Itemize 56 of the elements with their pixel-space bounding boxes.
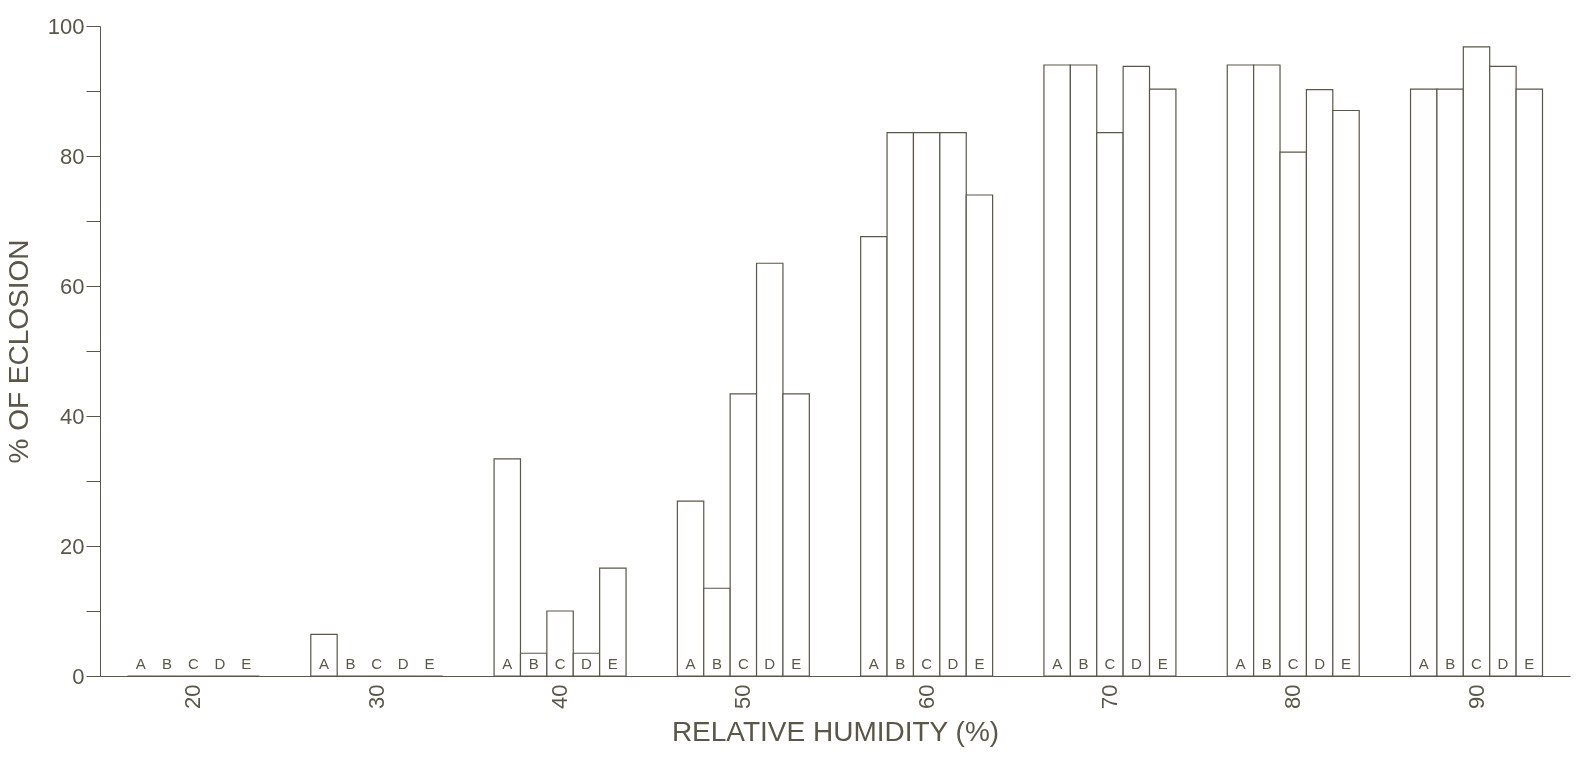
y-tick-label: 80 bbox=[60, 143, 85, 169]
text: C bbox=[921, 655, 933, 672]
series-label: E bbox=[607, 655, 618, 672]
text: A bbox=[868, 655, 879, 672]
text: E bbox=[1157, 655, 1168, 672]
x-tick-label: 80 bbox=[1280, 684, 1306, 709]
text: D bbox=[1497, 655, 1509, 672]
text: B bbox=[345, 655, 356, 672]
text: B bbox=[1445, 655, 1456, 672]
x-axis-title: RELATIVE HUMIDITY (%) bbox=[671, 715, 1000, 747]
series-label: B bbox=[528, 655, 539, 672]
text: A bbox=[135, 655, 146, 672]
text: D bbox=[1314, 655, 1326, 672]
text: A bbox=[685, 655, 696, 672]
text: C bbox=[188, 655, 199, 672]
text: D bbox=[764, 655, 776, 672]
text: B bbox=[711, 655, 722, 672]
x-tick-label: 70 bbox=[1096, 684, 1122, 709]
text: D bbox=[214, 655, 226, 672]
y-tick-label: 100 bbox=[47, 13, 85, 39]
x-tick-label: 60 bbox=[913, 684, 939, 709]
y-tick-label: 40 bbox=[60, 403, 85, 429]
text: D bbox=[397, 655, 409, 672]
text: A bbox=[1418, 655, 1429, 672]
series-label: D bbox=[581, 655, 593, 672]
text: E bbox=[974, 655, 985, 672]
y-axis-title: % OF ECLOSION bbox=[2, 239, 34, 464]
text: E bbox=[1341, 655, 1352, 672]
text: E bbox=[424, 655, 435, 672]
text: D bbox=[1130, 655, 1142, 672]
text: E bbox=[791, 655, 802, 672]
x-tick-label: 40 bbox=[547, 684, 573, 709]
text: C bbox=[737, 655, 749, 672]
text: C bbox=[371, 655, 383, 672]
text: C bbox=[1471, 655, 1482, 672]
text: C bbox=[1104, 655, 1116, 672]
text: E bbox=[1524, 655, 1535, 672]
text: B bbox=[1261, 655, 1272, 672]
y-tick-label: 0 bbox=[72, 663, 85, 689]
x-tick-label: 30 bbox=[363, 684, 389, 709]
x-tick-label: 90 bbox=[1463, 684, 1489, 709]
text: E bbox=[241, 655, 252, 672]
text: B bbox=[895, 655, 906, 672]
series-label: A bbox=[318, 655, 329, 672]
text: B bbox=[1078, 655, 1089, 672]
x-tick-label: 50 bbox=[730, 684, 756, 709]
text: B bbox=[162, 655, 173, 672]
text: A bbox=[502, 655, 513, 672]
text: A bbox=[1052, 655, 1063, 672]
x-tick-label: 20 bbox=[180, 684, 206, 709]
y-tick-label: 20 bbox=[60, 533, 85, 559]
text: C bbox=[1287, 655, 1299, 672]
text: A bbox=[1235, 655, 1246, 672]
y-tick-label: 60 bbox=[60, 273, 85, 299]
text: D bbox=[947, 655, 959, 672]
series-label: C bbox=[554, 655, 566, 672]
